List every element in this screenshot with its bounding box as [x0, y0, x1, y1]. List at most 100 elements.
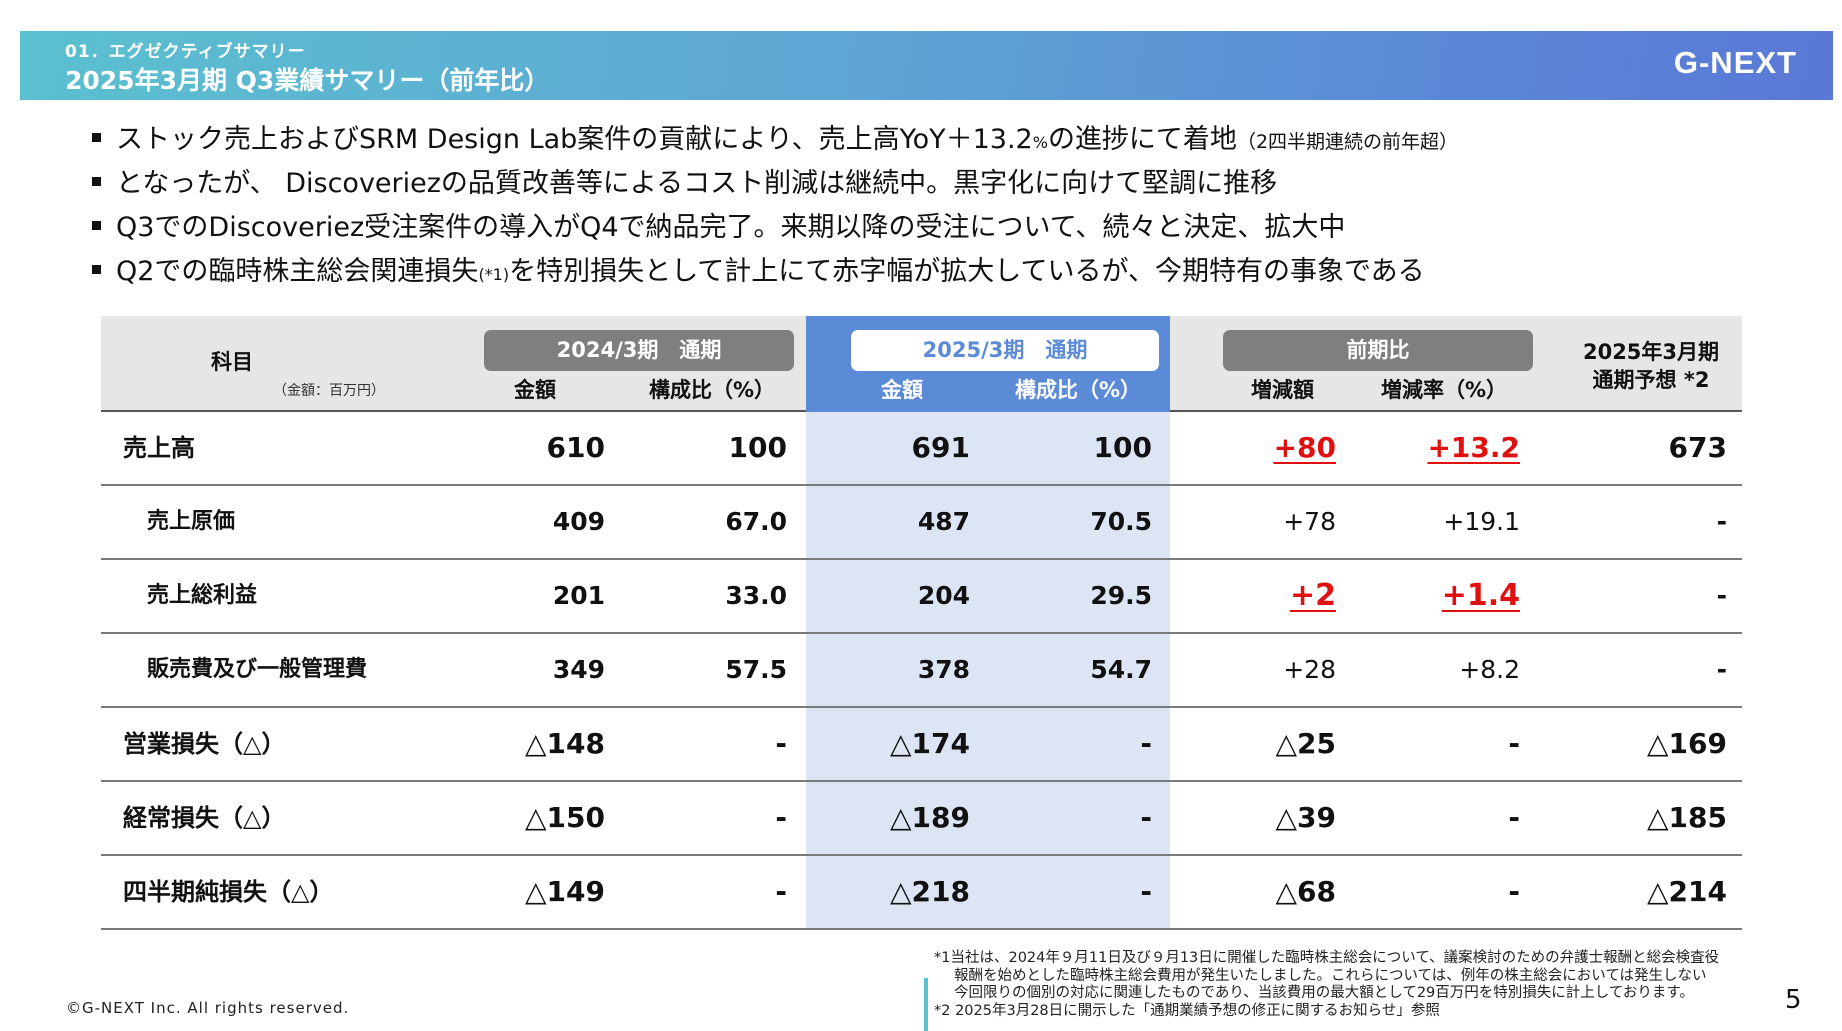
header-ratio-2024: 構成比（%） — [649, 378, 776, 402]
bullet-unit: % — [1032, 133, 1048, 152]
footnote-2: *2 2025年3月28日に開示した「通期業績予想の修正に関するお知らせ」参照 — [934, 1002, 1440, 1019]
bullet-text: ストック売上およびSRM Design Lab案件の貢献により、売上高YoY＋1… — [116, 124, 1033, 155]
cell-amount-2024: 201 — [552, 581, 605, 610]
header-diff-rate: 増減率（%） — [1381, 378, 1508, 402]
bullet-text: Q2での臨時株主総会関連損失 — [116, 256, 479, 287]
cell-diff: △68 — [1275, 875, 1337, 908]
header-group-yoy: 前期比 — [1223, 330, 1533, 371]
bullet-text: を特別損失として計上にて赤字幅が拡大しているが、今期特有の事象である — [509, 256, 1425, 287]
bullet-square-icon — [92, 133, 101, 142]
bullet-item: Q2での臨時株主総会関連損失(*1)を特別損失として計上にて赤字幅が拡大している… — [92, 250, 1792, 294]
footnote-1-line2: 報酬を始めとした臨時株主総会費用が発生いたしました。これらについては、例年の株主… — [954, 967, 1707, 984]
cell-ratio-2025: - — [1140, 875, 1152, 908]
cell-diff: △39 — [1275, 801, 1337, 834]
cell-diff-rate: +19.1 — [1443, 507, 1520, 536]
cell-amount-2025: 204 — [917, 581, 970, 610]
cell-amount-2024: 349 — [552, 655, 605, 684]
cell-ratio-2024: - — [775, 727, 787, 760]
table-row: 経常損失（△） △150 - △189 - △39 - △185 — [101, 782, 1742, 856]
cell-amount-2024: 610 — [546, 431, 605, 464]
cell-forecast: △214 — [1647, 875, 1727, 908]
cell-ratio-2025: - — [1140, 727, 1152, 760]
cell-forecast: △169 — [1647, 727, 1727, 760]
cell-ratio-2024: - — [775, 875, 787, 908]
row-label: 売上総利益 — [147, 583, 258, 608]
cell-ratio-2024: 67.0 — [725, 507, 787, 536]
cell-amount-2025: △189 — [890, 801, 970, 834]
cell-diff: +2 — [1289, 578, 1336, 613]
cell-forecast: 673 — [1668, 431, 1727, 464]
cell-ratio-2025: 70.5 — [1090, 507, 1152, 536]
highlight-column-bg — [806, 412, 1170, 930]
footnote-1-line1: *1当社は、2024年９月11日及び９月13日に開催した臨時株主総会について、議… — [934, 950, 1720, 966]
cell-forecast: △185 — [1647, 801, 1727, 834]
section-label: 01．エグゼクティブサマリー — [65, 42, 306, 62]
footnote-1-line3: 今回限りの個別の対応に関連したものであり、当該費用の最大額として29百万円を特別… — [954, 985, 1694, 1001]
bullet-footnote-ref: (*1) — [478, 265, 510, 284]
cell-diff: +80 — [1273, 431, 1336, 464]
cell-ratio-2024: - — [775, 801, 787, 834]
table-row: 販売費及び一般管理費 349 57.5 378 54.7 +28 +8.2 - — [101, 634, 1742, 708]
header-forecast-line1: 2025年3月期 — [1582, 340, 1720, 364]
bullet-text: Q3でのDiscoveriez受注案件の導入がQ4で納品完了。来期以降の受注につ… — [116, 212, 1346, 243]
page-number: 5 — [1785, 985, 1802, 1015]
row-label: 売上原価 — [147, 509, 236, 534]
cell-ratio-2025: 54.7 — [1090, 655, 1152, 684]
cell-forecast: - — [1716, 655, 1727, 684]
bullet-item: ストック売上およびSRM Design Lab案件の貢献により、売上高YoY＋1… — [92, 118, 1792, 162]
header-ratio-2025: 構成比（%） — [1015, 378, 1142, 402]
bullet-text: となったが、 Discoveriezの品質改善等によるコスト削減は継続中。黒字化… — [116, 168, 1278, 199]
cell-ratio-2025: - — [1140, 801, 1152, 834]
header-diff: 増減額 — [1251, 378, 1314, 402]
summary-bullets: ストック売上およびSRM Design Lab案件の貢献により、売上高YoY＋1… — [92, 118, 1792, 294]
table-row: 売上高 610 100 691 100 +80 +13.2 673 — [101, 412, 1742, 486]
cell-diff: +28 — [1283, 655, 1336, 684]
table-row: 営業損失（△） △148 - △174 - △25 - △169 — [101, 708, 1742, 782]
header-item-label: 科目 — [211, 350, 253, 374]
bullet-square-icon — [92, 177, 101, 186]
cell-amount-2024: △149 — [525, 875, 605, 908]
cell-amount-2025: 691 — [911, 431, 970, 464]
bullet-square-icon — [92, 265, 101, 274]
header-group-2024: 2024/3期 通期 — [484, 330, 794, 371]
header-amount-2024: 金額 — [514, 378, 556, 402]
table-row: 売上総利益 201 33.0 204 29.5 +2 +1.4 - — [101, 560, 1742, 634]
cell-ratio-2024: 57.5 — [725, 655, 787, 684]
cell-diff-rate: +13.2 — [1427, 431, 1520, 464]
table-header: 科目 （金額：百万円） 2024/3期 通期 金額 構成比（%） 2025/3期… — [101, 316, 1742, 412]
cell-diff-rate: - — [1508, 801, 1520, 834]
row-label: 売上高 — [123, 434, 195, 462]
bullet-square-icon — [92, 221, 101, 230]
header-unit-note: （金額：百万円） — [273, 383, 385, 399]
cell-amount-2025: 378 — [917, 655, 970, 684]
row-label: 販売費及び一般管理費 — [147, 657, 368, 682]
footnote-accent-bar — [924, 978, 928, 1031]
cell-ratio-2024: 33.0 — [725, 581, 787, 610]
cell-diff: +78 — [1283, 507, 1336, 536]
copyright: ©G-NEXT Inc. All rights reserved. — [66, 999, 350, 1017]
cell-amount-2025: △218 — [890, 875, 970, 908]
cell-ratio-2025: 29.5 — [1090, 581, 1152, 610]
header-band: 01．エグゼクティブサマリー 2025年3月期 Q3業績サマリー（前年比） G-… — [20, 31, 1833, 100]
cell-diff: △25 — [1275, 727, 1337, 760]
cell-amount-2025: △174 — [890, 727, 970, 760]
cell-diff-rate: - — [1508, 875, 1520, 908]
company-logo: G-NEXT — [1673, 45, 1797, 80]
cell-amount-2025: 487 — [917, 507, 970, 536]
cell-ratio-2025: 100 — [1093, 431, 1152, 464]
bullet-note: （2四半期連続の前年超） — [1236, 131, 1459, 153]
header-group-2025: 2025/3期 通期 — [851, 330, 1159, 371]
cell-ratio-2024: 100 — [728, 431, 787, 464]
cell-amount-2024: △148 — [525, 727, 605, 760]
header-amount-2025: 金額 — [881, 378, 923, 402]
cell-diff-rate: - — [1508, 727, 1520, 760]
row-label: 四半期純損失（△） — [123, 878, 334, 906]
table-row: 売上原価 409 67.0 487 70.5 +78 +19.1 - — [101, 486, 1742, 560]
footnotes: *1当社は、2024年９月11日及び９月13日に開催した臨時株主総会について、議… — [934, 950, 1719, 1020]
header-forecast-line2: 通期予想 *2 — [1592, 368, 1710, 392]
bullet-item: となったが、 Discoveriezの品質改善等によるコスト削減は継続中。黒字化… — [92, 162, 1792, 206]
cell-diff-rate: +8.2 — [1459, 655, 1520, 684]
cell-forecast: - — [1716, 507, 1727, 536]
cell-amount-2024: △150 — [525, 801, 605, 834]
table-row: 四半期純損失（△） △149 - △218 - △68 - △214 — [101, 856, 1742, 930]
